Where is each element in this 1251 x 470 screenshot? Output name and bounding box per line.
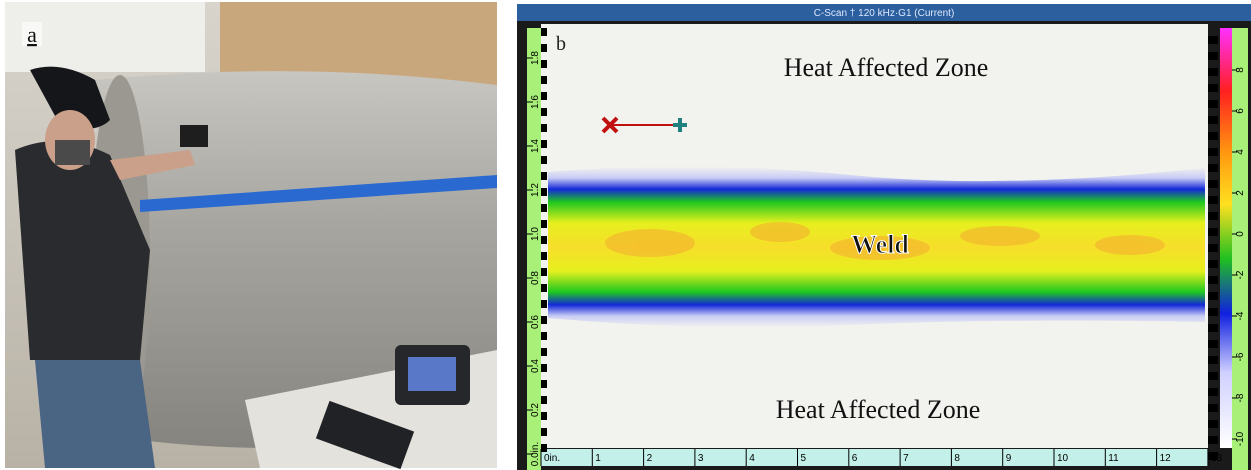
- ruler-label: 10: [1057, 453, 1069, 464]
- checker: [541, 28, 547, 36]
- ruler-label: 0.6: [530, 315, 541, 329]
- ruler-label: 0.2: [530, 403, 541, 417]
- ruler-label: 6: [852, 453, 858, 464]
- colorbar-label: 4: [1235, 149, 1246, 155]
- checker: [541, 396, 547, 404]
- checker: [1208, 404, 1218, 412]
- checker: [541, 204, 547, 212]
- checker: [541, 316, 547, 324]
- checker: [1208, 212, 1218, 220]
- checker: [541, 348, 547, 356]
- checker: [541, 60, 547, 68]
- ruler-label: 3: [698, 453, 704, 464]
- checker: [541, 412, 547, 420]
- checker: [541, 380, 547, 388]
- checker: [541, 156, 547, 164]
- checker: [541, 220, 547, 228]
- ruler-label: 0.0in.: [530, 442, 541, 466]
- colorbar-ruler: [1232, 28, 1248, 470]
- checker: [1208, 164, 1218, 172]
- ruler-label: 7: [903, 453, 909, 464]
- ruler-label: 12: [1160, 453, 1172, 464]
- colorbar-label: 6: [1235, 108, 1246, 114]
- colorbar-label: 8: [1235, 67, 1246, 73]
- checker: [1208, 196, 1218, 204]
- colorbar-label: 2: [1235, 190, 1246, 196]
- scan-title: C-Scan † 120 kHz·G1 (Current): [814, 8, 955, 19]
- checker: [541, 108, 547, 116]
- checker: [1208, 100, 1218, 108]
- checker: [1208, 68, 1218, 76]
- ruler-label: 13: [1211, 453, 1223, 464]
- checker: [541, 140, 547, 148]
- checker: [1208, 356, 1218, 364]
- checker: [541, 332, 547, 340]
- colorbar-label: -8: [1235, 393, 1246, 402]
- ruler-label: 1.2: [530, 183, 541, 197]
- colorbar-label: -6: [1235, 352, 1246, 361]
- colorbar-label: -10: [1235, 431, 1246, 446]
- checker: [541, 268, 547, 276]
- figure: a C-Scan † 120 kHz·G1 (Current) b Heat A…: [0, 0, 1251, 470]
- ruler-label: 1.8: [530, 51, 541, 65]
- checker: [541, 44, 547, 52]
- checker: [1208, 340, 1218, 348]
- ruler-label: 11: [1108, 453, 1119, 464]
- checker: [541, 444, 547, 452]
- checker: [1208, 308, 1218, 316]
- checker: [541, 124, 547, 132]
- checker: [1208, 292, 1218, 300]
- checker: [1208, 324, 1218, 332]
- ruler-label: 9: [1006, 453, 1012, 464]
- checker: [541, 428, 547, 436]
- annotation: Heat Affected Zone: [784, 53, 989, 82]
- checker: [1208, 132, 1218, 140]
- colorbar-label: -4: [1235, 311, 1246, 320]
- ruler-label: 0.4: [530, 359, 541, 373]
- checker: [1208, 36, 1218, 44]
- annotation: Heat Affected Zone: [776, 395, 981, 424]
- panel-label: a: [27, 22, 37, 47]
- colorbar-label: -2: [1235, 270, 1246, 279]
- ruler-label: 8: [954, 453, 960, 464]
- checker: [541, 284, 547, 292]
- checker: [1208, 116, 1218, 124]
- colorbar-label: 0: [1235, 231, 1246, 237]
- checker: [1208, 436, 1218, 444]
- ruler-label: 0in.: [544, 453, 560, 464]
- checker: [541, 188, 547, 196]
- checker: [1208, 180, 1218, 188]
- checker: [541, 92, 547, 100]
- checker: [541, 364, 547, 372]
- checker: [1208, 420, 1218, 428]
- checker: [1208, 388, 1218, 396]
- ruler-label: 0.8: [530, 271, 541, 285]
- checker: [1208, 148, 1218, 156]
- checker: [1208, 372, 1218, 380]
- checker: [1208, 52, 1218, 60]
- ruler-label: 1.6: [530, 95, 541, 109]
- ruler-label: 1.4: [530, 139, 541, 153]
- photo: [5, 2, 497, 469]
- annotation: Weld: [851, 230, 909, 259]
- checker: [541, 252, 547, 260]
- ruler-label: 2: [647, 453, 653, 464]
- checker: [541, 172, 547, 180]
- checker: [541, 236, 547, 244]
- checker: [1208, 244, 1218, 252]
- ruler-label: 5: [801, 453, 807, 464]
- ruler-label: 4: [749, 453, 755, 464]
- ruler-label: 1.0: [530, 227, 541, 241]
- checker: [1208, 276, 1218, 284]
- checker: [541, 76, 547, 84]
- checker: [541, 300, 547, 308]
- ruler-label: 1: [595, 453, 601, 464]
- panel-label: b: [556, 33, 566, 55]
- colorbar: [1220, 28, 1232, 448]
- checker: [1208, 228, 1218, 236]
- checker: [1208, 84, 1218, 92]
- checker: [1208, 260, 1218, 268]
